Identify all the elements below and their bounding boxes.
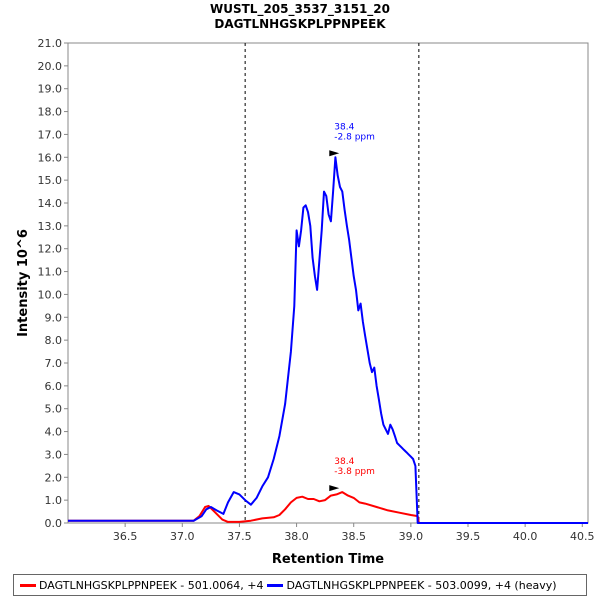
legend-label-heavy: DAGTLNHGSKPLPPNPEEK - 503.0099, +4 (heav… — [286, 578, 557, 592]
plot-area — [67, 42, 589, 524]
legend-label-light: DAGTLNHGSKPLPPNPEEK - 501.0064, +4 — [39, 578, 264, 592]
y-tick-label: 20.0 — [38, 60, 63, 73]
y-tick-label: 11.0 — [38, 266, 63, 279]
y-tick-label: 13.0 — [38, 220, 63, 233]
y-tick-label: 19.0 — [38, 83, 63, 96]
y-tick-label: 16.0 — [38, 151, 63, 164]
integration-bounds — [244, 43, 420, 523]
peak-annotation-label: -2.8 ppm — [334, 132, 375, 142]
legend-swatch-light — [20, 583, 36, 587]
y-tick-label: 18.0 — [38, 106, 63, 119]
x-tick-label: 39.0 — [399, 530, 424, 543]
x-tick-label: 37.0 — [170, 530, 195, 543]
peak-annotation-label: 38.4 — [334, 122, 354, 132]
y-tick-label: 10.0 — [38, 288, 63, 301]
y-tick-label: 5.0 — [45, 403, 63, 416]
x-tick-label: 39.5 — [456, 530, 481, 543]
y-tick-label: 9.0 — [45, 311, 63, 324]
y-tick-label: 7.0 — [45, 357, 63, 370]
peak-annotation-label: 38.4 — [334, 457, 354, 467]
y-tick-label: 1.0 — [45, 494, 63, 507]
peak-marker-icon — [329, 485, 340, 492]
series-line-heavy — [68, 156, 588, 524]
y-tick-label: 4.0 — [45, 426, 63, 439]
x-tick-label: 40.5 — [570, 530, 595, 543]
x-axis-label: Retention Time — [272, 552, 384, 567]
y-axis: 0.0 1.0 2.0 3.0 4.0 5.0 6.0 7.0 8.0 9.0 10.0 11.0 12… — [38, 37, 68, 530]
x-tick-label: 37.5 — [227, 530, 252, 543]
y-axis-label: Intensity 10^6 — [16, 229, 31, 337]
series-lines — [68, 156, 588, 524]
legend-item-heavy: DAGTLNHGSKPLPPNPEEK - 503.0099, +4 (heav… — [267, 578, 557, 592]
x-tick-label: 36.5 — [113, 530, 138, 543]
y-tick-label: 8.0 — [45, 334, 63, 347]
series-line-light — [68, 491, 588, 524]
x-axis: 36.5 37.0 37.5 38.0 38.5 39.0 39.5 40.0 40.5 — [113, 523, 595, 543]
peak-annotation-label: -3.8 ppm — [334, 467, 375, 477]
y-tick-label: 2.0 — [45, 471, 63, 484]
legend: DAGTLNHGSKPLPPNPEEK - 501.0064, +4 DAGTL… — [13, 574, 587, 596]
legend-item-light: DAGTLNHGSKPLPPNPEEK - 501.0064, +4 — [20, 579, 263, 592]
y-tick-label: 14.0 — [38, 197, 63, 210]
y-tick-label: 0.0 — [45, 517, 63, 530]
x-tick-label: 38.0 — [284, 530, 309, 543]
x-tick-label: 38.5 — [341, 530, 366, 543]
y-tick-label: 15.0 — [38, 174, 63, 187]
chart-subtitle: DAGTLNHGSKPLPPNPEEK — [214, 17, 386, 31]
legend-swatch-heavy — [267, 583, 284, 587]
y-tick-label: 21.0 — [38, 37, 63, 50]
y-tick-label: 12.0 — [38, 243, 63, 256]
x-tick-label: 40.0 — [513, 530, 538, 543]
y-tick-label: 6.0 — [45, 380, 63, 393]
peak-marker-icon — [329, 150, 340, 157]
chart-title: WUSTL_205_3537_3151_20 — [210, 2, 390, 17]
y-tick-label: 17.0 — [38, 128, 63, 141]
y-tick-label: 3.0 — [45, 448, 63, 461]
